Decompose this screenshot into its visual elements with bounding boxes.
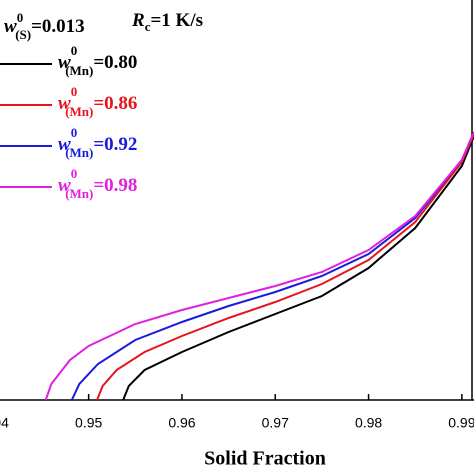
legend-symbol: w	[58, 134, 71, 155]
annotation: w0 (S)=0.013	[4, 10, 85, 42]
x-tick-label: 0.94	[0, 415, 9, 431]
annotation-sub: (S)	[15, 27, 31, 42]
x-tick-label: 0.95	[75, 415, 102, 431]
annotation-sup: 0	[17, 10, 24, 25]
legend-entry: w0 (Mn)=0.80	[58, 43, 137, 78]
legend-label: =0.92	[93, 134, 137, 155]
legend-label: =0.80	[93, 52, 137, 73]
annotation-text: =1 K/s	[150, 10, 203, 31]
legend-sup: 0	[71, 166, 78, 181]
legend-entry: w0 (Mn)=0.86	[58, 84, 137, 119]
legend-entry: w0 (Mn)=0.98	[58, 166, 137, 201]
legend-label: =0.86	[93, 93, 137, 114]
legend-symbol: w	[58, 93, 71, 114]
line-series	[96, 133, 474, 401]
line-series	[122, 135, 474, 401]
x-axis-label: Solid Fraction	[204, 448, 326, 470]
legend-sup: 0	[71, 125, 78, 140]
annotation-sub: c	[145, 19, 151, 34]
x-tick-label: 0.96	[168, 415, 195, 431]
legend-sup: 0	[71, 43, 78, 58]
annotation-symbol: R	[131, 10, 145, 31]
x-tick-label: 0.98	[355, 415, 382, 431]
x-tick-label: 0.97	[262, 415, 289, 431]
line-series	[44, 131, 474, 401]
legend-entry: w0 (Mn)=0.92	[58, 125, 137, 160]
legend-sub: (Mn)	[65, 104, 93, 119]
legend-symbol: w	[58, 52, 71, 73]
line-series	[70, 131, 474, 401]
x-tick-label: 0.99	[448, 415, 474, 431]
legend-sup: 0	[71, 84, 78, 99]
legend-symbol: w	[58, 175, 71, 196]
annotation-text: =0.013	[31, 16, 85, 37]
legend-sub: (Mn)	[65, 145, 93, 160]
legend-label: =0.98	[93, 175, 137, 196]
legend-sub: (Mn)	[65, 186, 93, 201]
legend-sub: (Mn)	[65, 63, 93, 78]
annotation-symbol: w	[4, 16, 17, 37]
annotation: Rc=1 K/s	[131, 10, 203, 34]
